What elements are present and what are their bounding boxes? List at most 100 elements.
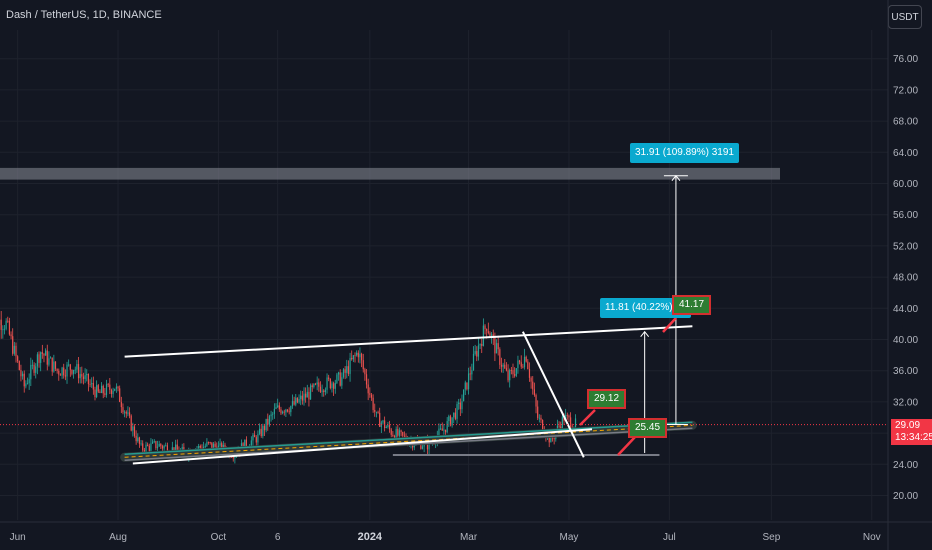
candle-body [232, 456, 234, 459]
candle-body [463, 389, 465, 402]
candle-body [574, 418, 577, 428]
bar-countdown: 13:34:25 [895, 432, 932, 443]
candle-body [105, 384, 108, 395]
candle-body [176, 444, 178, 450]
candle-body [313, 383, 315, 388]
candle-body [288, 411, 290, 413]
candle-body [375, 411, 378, 413]
support-line [132, 428, 593, 465]
candle-body [128, 412, 131, 416]
candle-body [323, 390, 325, 393]
y-tick-label: 36.00 [893, 366, 918, 377]
x-tick-label: Aug [109, 532, 127, 543]
candle-body [112, 390, 114, 394]
candle-body [379, 412, 381, 427]
candle-body [18, 361, 20, 371]
candle-body [451, 417, 453, 426]
candle-body [443, 429, 445, 431]
candle-body [79, 374, 81, 379]
small-measure-label[interactable]: 11.81 (40.22%) 11 [600, 298, 691, 318]
candle-body [336, 374, 338, 383]
candle-body [56, 368, 58, 371]
candle-body [183, 447, 185, 451]
candle-body [41, 352, 43, 354]
candle-body [520, 362, 522, 367]
candle-body [268, 416, 271, 425]
candle-body [15, 345, 17, 357]
candle-body [64, 375, 66, 377]
candle-body [453, 412, 455, 418]
candle-body [158, 443, 160, 447]
lower-channel-mid [124, 424, 693, 458]
y-tick-label: 24.00 [893, 460, 918, 471]
candle-body [318, 382, 320, 387]
candle-body [458, 402, 460, 405]
candle-body [10, 334, 12, 337]
y-tick-label: 64.00 [893, 148, 918, 159]
candle-body [532, 381, 534, 390]
candle-body [125, 411, 127, 414]
candle-body [49, 357, 52, 359]
candle-body [456, 404, 458, 419]
candle-body [492, 334, 494, 337]
big-measure-label[interactable]: 31.91 (109.89%) 3191 [630, 143, 739, 163]
candle-body [99, 391, 101, 393]
candle-body [262, 425, 264, 437]
candle-body [324, 389, 326, 393]
candle-body [334, 382, 336, 389]
last-price-value: 29.09 [895, 420, 921, 431]
candle-body [448, 416, 450, 422]
price-label-2912[interactable]: 29.12 [587, 389, 627, 409]
zones [0, 167, 780, 180]
candle-body [469, 373, 471, 375]
candle-body [525, 356, 527, 362]
candle-body [267, 418, 269, 425]
candle-body [127, 412, 129, 414]
candle-body [528, 369, 531, 378]
candle-body [20, 370, 22, 377]
candle-body [502, 364, 504, 367]
candle-body [265, 418, 267, 431]
candle-body [398, 430, 401, 436]
candle-body [2, 329, 4, 331]
candle-body [69, 364, 71, 370]
candle-body [295, 397, 297, 405]
candle-body [446, 421, 448, 433]
candle-body [107, 384, 109, 386]
x-tick-label: Jul [663, 532, 676, 543]
x-tick-label: Nov [863, 532, 881, 543]
candle-body [354, 355, 356, 357]
candle-body [114, 388, 116, 391]
candle-body [497, 343, 499, 350]
candle-body [305, 393, 307, 398]
label-2912-pointer [579, 409, 596, 426]
target-label[interactable]: 41.17 [672, 295, 712, 315]
candle-body [550, 435, 552, 443]
candle-body [351, 357, 353, 360]
candle-body [466, 382, 468, 390]
x-tick-label: Oct [211, 532, 227, 543]
candle-body [489, 333, 491, 337]
candle-body [303, 393, 305, 401]
candle-body [17, 356, 19, 362]
candle-body [74, 369, 76, 371]
candle-body [342, 369, 345, 378]
candle-body [518, 360, 521, 363]
candle-body [214, 443, 216, 447]
candle-body [0, 319, 2, 330]
candle-body [263, 425, 266, 431]
candle-body [333, 383, 335, 389]
candle-body [403, 435, 405, 437]
candle-body [135, 435, 137, 442]
price-label-2545[interactable]: 25.45 [628, 418, 668, 438]
candle-body [117, 386, 119, 389]
candle-body [51, 357, 53, 372]
candle-body [138, 437, 141, 444]
candle-body [245, 439, 247, 448]
candle-body [421, 446, 424, 449]
y-tick-label: 20.00 [893, 491, 918, 502]
candle-body [153, 441, 155, 442]
candle-body [36, 354, 38, 367]
